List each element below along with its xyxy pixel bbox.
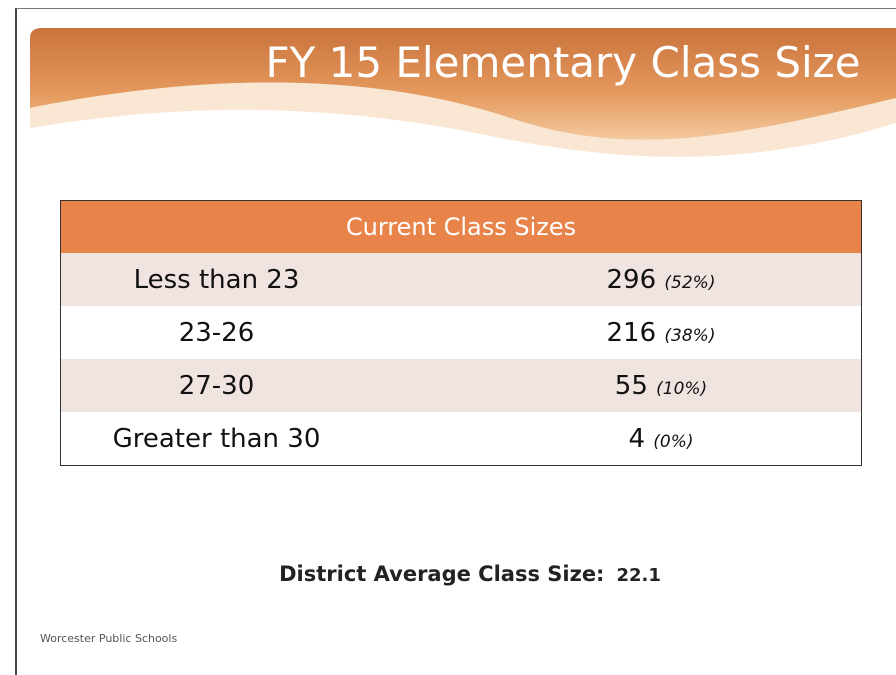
percent: (10%) (656, 378, 708, 399)
table-heading: Current Class Sizes (60, 200, 862, 253)
count: 55 (614, 370, 648, 401)
table-row: 23-26 216 (38%) (61, 306, 862, 359)
percent: (52%) (664, 272, 716, 293)
table-row: Less than 23 296 (52%) (60, 253, 862, 306)
footer: Worcester Public Schools (40, 632, 178, 645)
count: 216 (606, 317, 657, 348)
average-value: 22.1 (616, 565, 661, 586)
title: FY 15 Elementary Class Size (265, 38, 861, 87)
table-row: 27-30 55 (10%) (60, 359, 862, 412)
title-banner (30, 28, 896, 157)
table-row: Greater than 30 4 (0%) (61, 412, 862, 466)
row-value: 296 (52%) (461, 253, 862, 306)
row-label: 23-26 (178, 317, 255, 348)
percent: (0%) (653, 431, 694, 452)
class-size-table: Current Class Sizes Less than 23 296 (52%… (60, 200, 862, 466)
average-label: District Average Class Size: (279, 562, 605, 586)
row-value: 4 (0%) (461, 412, 862, 466)
count: 296 (606, 264, 657, 295)
average: District Average Class Size: 22.1 (0, 562, 896, 586)
row-label: 27-30 (60, 359, 461, 412)
slide-frame (15, 8, 896, 675)
row-value: 55 (10%) (461, 359, 862, 412)
row-label: Greater than 30 (112, 423, 321, 454)
row-value: 216 (38%) (461, 306, 862, 359)
count: 4 (628, 423, 646, 454)
row-label: Less than 23 (60, 253, 461, 306)
percent: (38%) (664, 325, 716, 346)
